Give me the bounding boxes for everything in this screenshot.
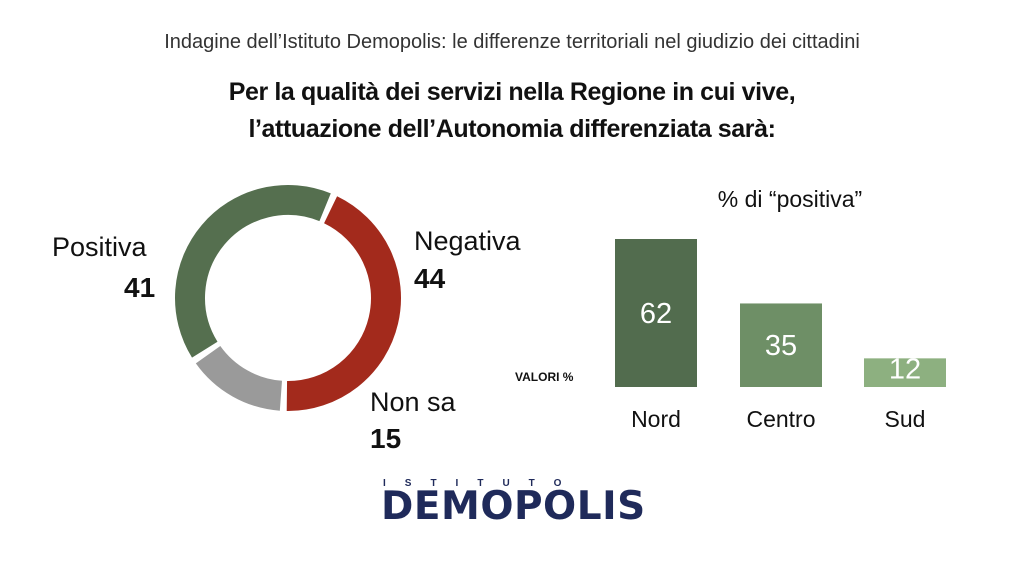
bar-value-nord: 62 [640, 298, 672, 330]
logo-demopolis: DEMOPOLIS [381, 484, 646, 529]
donut-slice-non-sa [195, 345, 283, 411]
label-non-sa: Non sa [370, 387, 456, 417]
values-note: VALORI % [515, 370, 574, 384]
bar-chart-title: % di “positiva” [717, 186, 863, 212]
bar-sud [864, 358, 946, 387]
label-negativa: Negativa [414, 226, 521, 256]
bar-category-sud: Sud [885, 406, 926, 432]
label-positiva: Positiva [52, 232, 147, 262]
donut-slice-positiva [175, 185, 331, 358]
subtitle: Indagine dell’Istituto Demopolis: le dif… [164, 31, 860, 53]
value-negativa: 44 [414, 263, 446, 294]
bar-value-centro: 35 [765, 330, 797, 362]
donut-slice-negativa [286, 196, 401, 411]
chart-title-line-1: Per la qualità dei servizi nella Regione… [228, 78, 796, 106]
bar-value-sud: 12 [889, 353, 921, 385]
chart-title-line-2: l’attuazione dell’Autonomia differenziat… [248, 115, 776, 143]
bar-nord [615, 239, 697, 387]
logo-istituto-text: ISTITUTO [383, 478, 581, 489]
bar-centro [740, 303, 822, 387]
value-non-sa: 15 [370, 423, 402, 454]
value-positiva: 41 [124, 272, 156, 303]
bar-category-nord: Nord [631, 406, 681, 432]
bar-category-centro: Centro [746, 406, 815, 432]
